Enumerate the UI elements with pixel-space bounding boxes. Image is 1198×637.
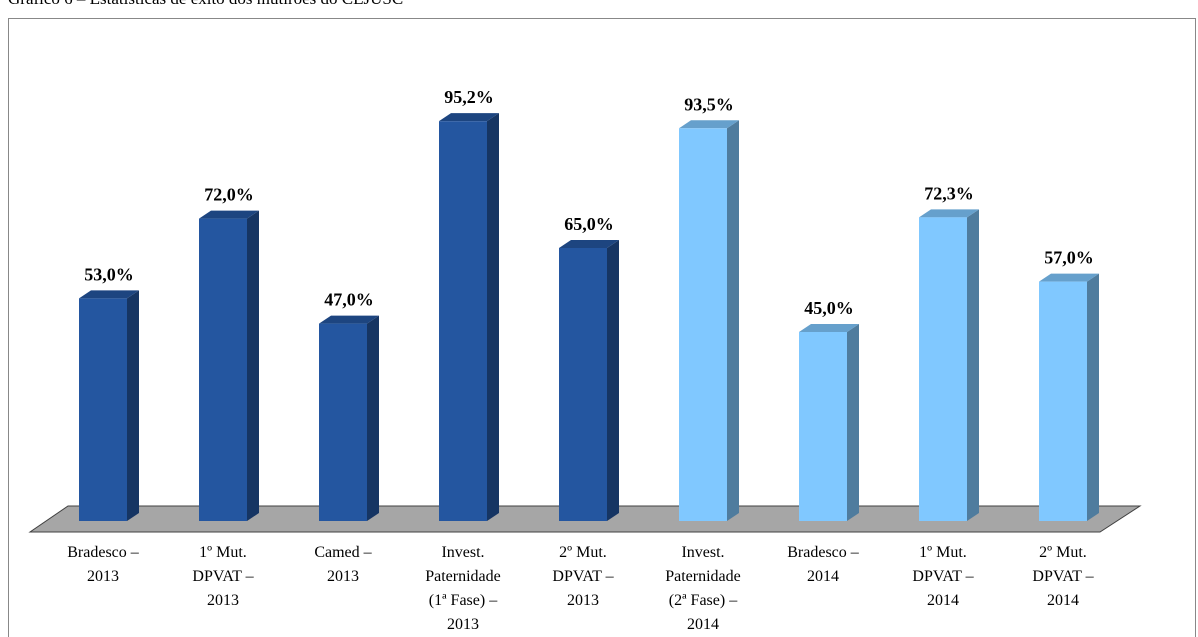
x-tick-label: 2º Mut. [559,544,607,561]
x-tick-label: Invest. [681,544,724,561]
bar-top [799,324,859,332]
bar-side [247,210,259,521]
x-tick-label: 2014 [687,616,719,633]
x-tick-label: (1ª Fase) – [429,592,498,609]
bar-side [727,120,739,522]
x-tick-label: Invest. [441,544,484,561]
x-tick-label: 1º Mut. [919,544,967,561]
x-tick-label: DPVAT – [1032,568,1094,585]
bar [79,298,127,521]
bar [439,121,487,521]
bar [199,218,247,521]
x-tick-label: 2º Mut. [1039,544,1087,561]
bar [679,128,727,522]
value-label: 65,0% [564,214,614,234]
x-tick-label: 1º Mut. [199,544,247,561]
bar-top [919,209,979,218]
x-tick-label: Camed – [314,544,372,561]
bar-side [1087,273,1099,521]
x-tick-label: DPVAT – [552,568,614,585]
bar-top [679,120,739,129]
chart-title: Gráfico 6 – Estatísticas de êxito dos mu… [8,0,403,8]
x-tick-label: Paternidade [425,568,501,585]
value-label: 72,0% [204,185,254,205]
x-tick-label: Paternidade [665,568,741,585]
x-tick-label: 2013 [447,616,479,633]
bar-side [607,240,619,521]
value-label: 53,0% [84,264,134,284]
bar-side [847,324,859,521]
x-tick-label: 2013 [207,592,239,609]
x-tick-label: Bradesco – [67,544,140,561]
bar [799,332,847,521]
bar-side [367,315,379,521]
x-tick-label: (2ª Fase) – [669,592,738,609]
frame [8,18,1196,637]
x-tick-label: 2014 [927,592,959,609]
bar-side [967,209,979,521]
x-tick-label: Bradesco – [787,544,860,561]
bar [919,217,967,521]
x-tick-label: DPVAT – [912,568,974,585]
value-label: 57,0% [1044,248,1094,268]
bar-side [487,113,499,521]
bar-top [319,315,379,324]
bar-top [439,113,499,122]
bar [319,323,367,521]
x-tick-label: 2013 [87,568,119,585]
bar-top [1039,273,1099,282]
bar-top [559,240,619,248]
x-tick-label: 2014 [1047,592,1079,609]
x-tick-label: 2013 [327,568,359,585]
x-tick-label: 2014 [807,568,839,585]
bar-top [79,290,139,299]
bar [559,248,607,521]
bar-side [127,290,139,521]
value-label: 72,3% [924,183,974,203]
x-tick-label: 2013 [567,592,599,609]
bar [1039,281,1087,521]
x-tick-label: DPVAT – [192,568,254,585]
value-label: 93,5% [684,94,734,114]
bar-top [199,210,259,219]
value-label: 95,2% [444,87,494,107]
value-label: 45,0% [804,298,854,318]
value-label: 47,0% [324,290,374,310]
